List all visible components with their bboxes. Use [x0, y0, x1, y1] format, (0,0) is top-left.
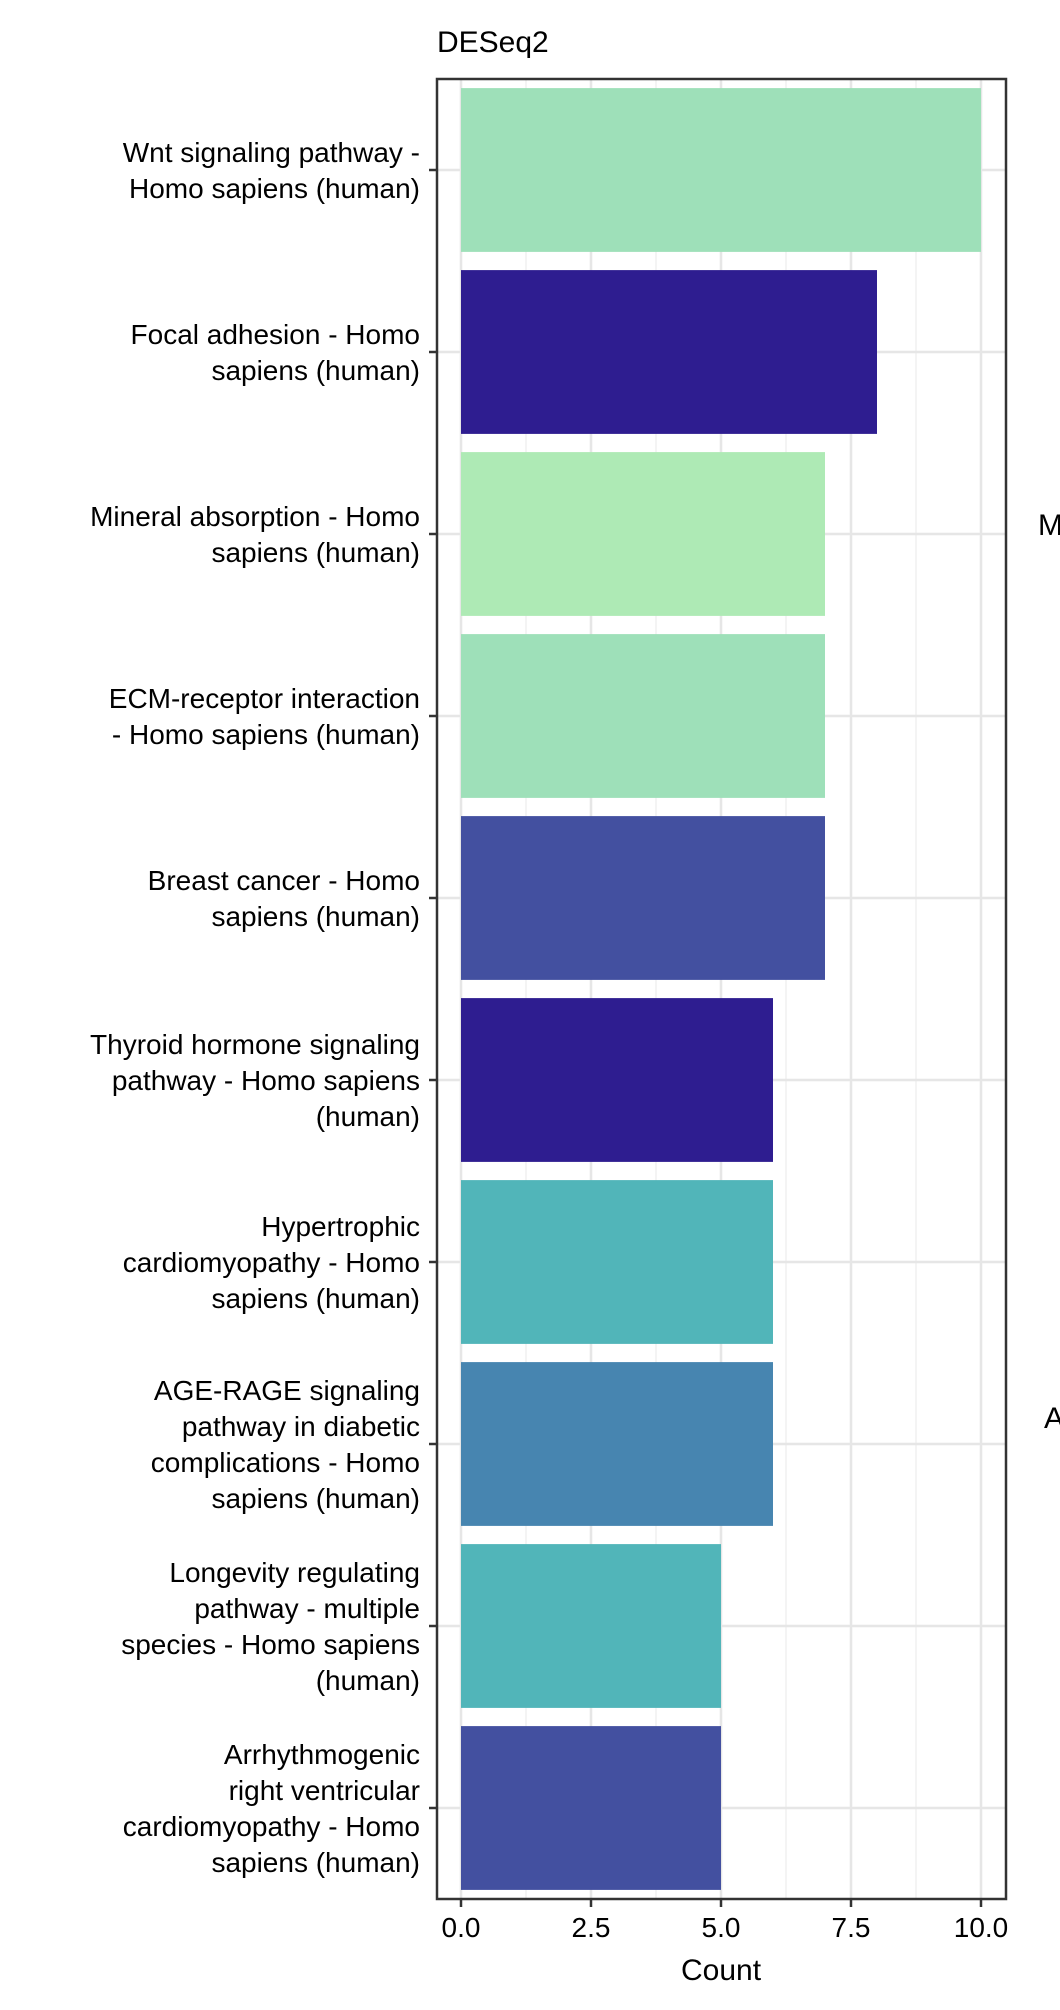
y-tick-label-line: Mineral absorption - Homo — [90, 501, 420, 532]
y-tick-label-line: sapiens (human) — [211, 355, 420, 386]
y-tick-label-line: (human) — [316, 1101, 420, 1132]
bar — [461, 1180, 773, 1344]
y-tick-label-line: Focal adhesion - Homo — [131, 319, 420, 350]
bar — [461, 816, 825, 980]
bar — [461, 270, 877, 434]
clipped-label-top: M — [1038, 509, 1060, 542]
y-tick-label-line: sapiens (human) — [211, 1283, 420, 1314]
y-tick-label: Longevity regulating pathway - multiple sp… — [121, 1557, 420, 1696]
chart-title: DESeq2 — [437, 26, 549, 59]
bar — [461, 452, 825, 616]
y-tick-label-line: pathway in diabetic — [182, 1411, 420, 1442]
y-tick-label: ECM-receptor interaction - Homo sapiens (… — [109, 683, 420, 750]
y-tick-label-line: right ventricular — [229, 1775, 420, 1806]
y-tick-label-line: pathway - multiple — [194, 1593, 420, 1624]
bar — [461, 1362, 773, 1526]
y-tick-label-line: sapiens (human) — [211, 901, 420, 932]
y-tick-label-line: Homo sapiens (human) — [129, 173, 420, 204]
y-tick-label-line: AGE-RAGE signaling — [154, 1375, 420, 1406]
y-tick-label-line: Breast cancer - Homo — [148, 865, 420, 896]
x-axis: 0.0 2.5 5.0 7.5 10.0 — [442, 1899, 1009, 1943]
y-tick-label-line: cardiomyopathy - Homo — [123, 1811, 420, 1842]
y-tick-label: Focal adhesion - Homo sapiens (human) — [131, 319, 420, 386]
bar — [461, 88, 981, 252]
bar — [461, 634, 825, 798]
y-tick-label-line: ECM-receptor interaction — [109, 683, 420, 714]
y-tick-label-line: pathway - Homo sapiens — [112, 1065, 420, 1096]
y-axis: Wnt signaling pathway - Homo sapiens (hum… — [90, 137, 437, 1878]
y-tick-label: Hypertrophic cardiomyopathy - Homo sapiens… — [123, 1211, 420, 1314]
x-tick-label: 2.5 — [572, 1912, 611, 1943]
x-tick-label: 5.0 — [702, 1912, 741, 1943]
y-tick-label: Arrhythmogenic right ventricular cardiomyo… — [123, 1739, 420, 1878]
y-tick-label-line: cardiomyopathy - Homo — [123, 1247, 420, 1278]
y-tick-label-line: sapiens (human) — [211, 1847, 420, 1878]
y-tick-label: Wnt signaling pathway - Homo sapiens (hum… — [123, 137, 420, 204]
y-tick-label-line: sapiens (human) — [211, 1483, 420, 1514]
y-tick-label-line: species - Homo sapiens — [121, 1629, 420, 1660]
y-tick-label-line: Hypertrophic — [261, 1211, 420, 1242]
x-tick-label: 7.5 — [832, 1912, 871, 1943]
y-tick-label-line: - Homo sapiens (human) — [112, 719, 420, 750]
clipped-label-bottom: A — [1044, 1402, 1060, 1435]
y-tick-label-line: (human) — [316, 1665, 420, 1696]
y-tick-label-line: Thyroid hormone signaling — [90, 1029, 420, 1060]
x-axis-title: Count — [681, 1954, 762, 1987]
bar — [461, 1726, 721, 1890]
y-tick-label-line: Longevity regulating — [169, 1557, 420, 1588]
y-tick-label: Breast cancer - Homo sapiens (human) — [148, 865, 420, 932]
y-tick-label-line: sapiens (human) — [211, 537, 420, 568]
y-tick-label: AGE-RAGE signaling pathway in diabetic com… — [151, 1375, 420, 1514]
x-tick-label: 0.0 — [442, 1912, 481, 1943]
y-tick-label: Mineral absorption - Homo sapiens (human) — [90, 501, 420, 568]
y-tick-label-line: Arrhythmogenic — [224, 1739, 420, 1770]
y-tick-label-line: complications - Homo — [151, 1447, 420, 1478]
bar — [461, 1544, 721, 1708]
bars — [461, 88, 981, 1890]
bar — [461, 998, 773, 1162]
y-tick-label-line: Wnt signaling pathway - — [123, 137, 420, 168]
y-tick-label: Thyroid hormone signaling pathway - Homo … — [90, 1029, 420, 1132]
x-tick-label: 10.0 — [954, 1912, 1009, 1943]
